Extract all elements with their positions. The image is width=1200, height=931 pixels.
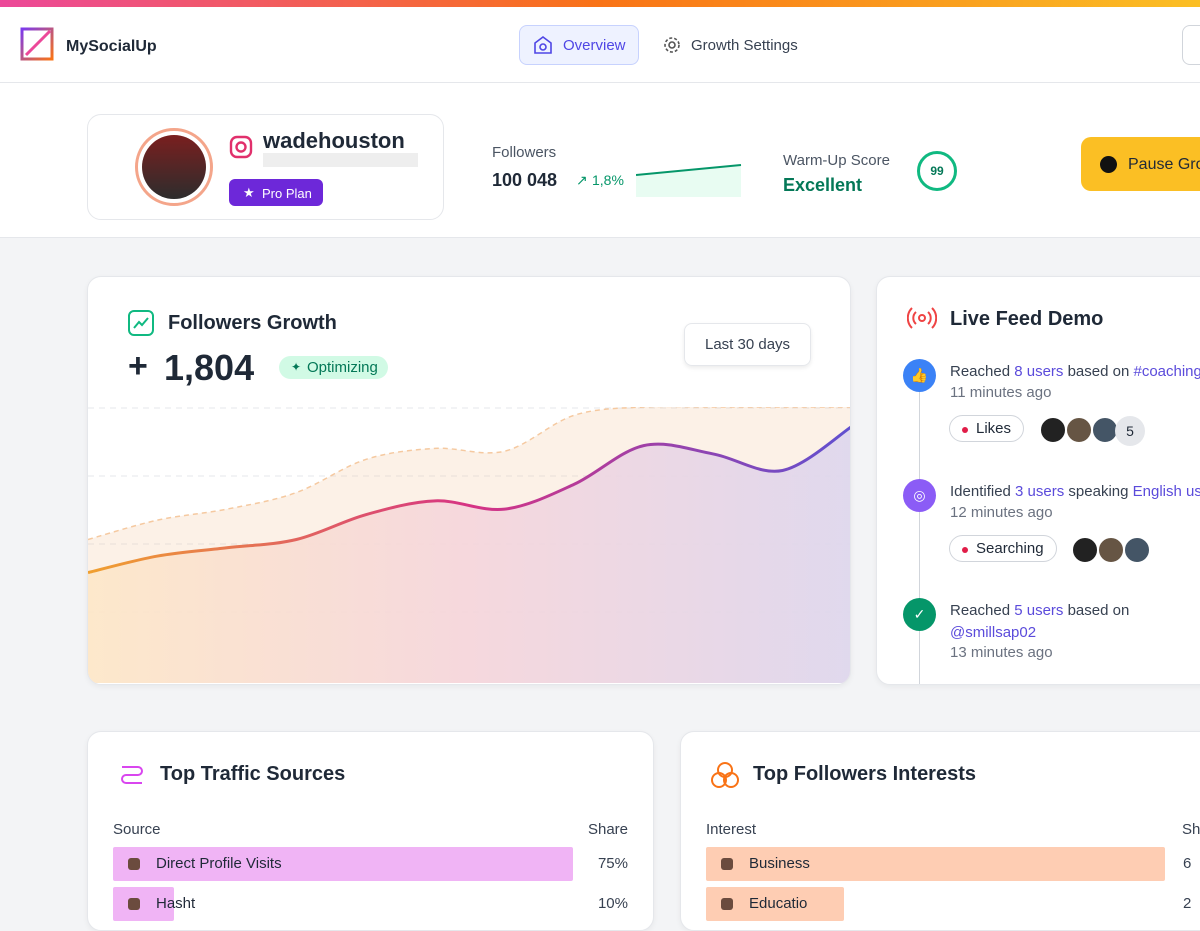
feed-text-part: English us bbox=[1132, 483, 1200, 500]
avatar bbox=[1091, 416, 1119, 444]
feed-text-part: @smillsap02 bbox=[950, 624, 1037, 641]
icon bbox=[907, 307, 937, 329]
growth-chart bbox=[88, 407, 850, 683]
icon bbox=[534, 36, 552, 54]
area bbox=[88, 427, 850, 683]
feed-text-part: 8 users bbox=[1014, 363, 1064, 380]
column-header: Interest bbox=[706, 821, 757, 838]
feed-icon: ◎ bbox=[903, 479, 936, 512]
status: Excellent bbox=[783, 175, 863, 195]
avatar bbox=[1065, 416, 1093, 444]
icon bbox=[664, 37, 680, 53]
row-share: 6 bbox=[1183, 855, 1192, 872]
brand[interactable]: MySocialUp bbox=[66, 38, 157, 55]
top-bar bbox=[0, 0, 1200, 7]
icon bbox=[1100, 156, 1117, 173]
nav-item[interactable]: Growth Settings bbox=[691, 37, 798, 54]
avatar bbox=[1039, 416, 1067, 444]
row-share: 2 bbox=[1183, 895, 1192, 912]
feed-text-part: 5 users bbox=[1014, 602, 1064, 619]
feed-time: 11 minutes ago bbox=[950, 384, 1052, 401]
button[interactable] bbox=[1182, 25, 1200, 65]
plan-badge bbox=[229, 179, 323, 206]
label: Followers bbox=[492, 144, 557, 161]
card-title: Live Feed Demo bbox=[950, 308, 1104, 330]
icon bbox=[128, 310, 154, 336]
column-header: Source bbox=[113, 821, 161, 838]
feed-icon: ✓ bbox=[903, 598, 936, 631]
growth-card: Followers Growth + 1,804 Optimizing ✦ La… bbox=[87, 276, 851, 685]
feed-text-part: Reached bbox=[950, 363, 1015, 380]
pause-label[interactable]: Pause Gro bbox=[1128, 156, 1200, 173]
feed-time: 12 minutes ago bbox=[950, 504, 1053, 521]
feed-text-part: Reached bbox=[950, 602, 1015, 619]
profile-strip: wadehouston ★ Pro Plan Followers 100 048… bbox=[0, 83, 1200, 238]
feed-text: Reached 5 users based on @smillsap02 bbox=[950, 600, 1200, 644]
feed-time: 13 minutes ago bbox=[950, 644, 1053, 661]
row-share: 75% bbox=[597, 855, 628, 872]
timeline bbox=[919, 389, 920, 684]
sparkline bbox=[636, 164, 742, 197]
row-label: Hasht bbox=[156, 895, 196, 912]
nav-item[interactable]: Overview bbox=[563, 37, 626, 54]
sign: + bbox=[128, 347, 148, 385]
status-badge: Optimizing bbox=[279, 356, 388, 379]
row-label: Direct Profile Visits bbox=[156, 855, 282, 872]
score: 99 bbox=[917, 151, 957, 191]
card-title: Top Traffic Sources bbox=[160, 763, 346, 785]
traffic-card: Top Traffic Sources Source Share Direct … bbox=[87, 731, 654, 931]
icon bbox=[121, 766, 143, 784]
row-label: Educatio bbox=[749, 895, 808, 912]
feed-text-part: Identified bbox=[950, 483, 1016, 500]
period-button[interactable]: Last 30 days bbox=[684, 323, 812, 366]
share-bar bbox=[706, 847, 1165, 881]
feed-text: Identified 3 users speaking English us bbox=[950, 481, 1200, 503]
row-share: 10% bbox=[597, 895, 628, 912]
icon bbox=[711, 762, 739, 788]
line bbox=[88, 425, 850, 575]
share-bar bbox=[113, 847, 573, 881]
card-title: Top Followers Interests bbox=[753, 763, 976, 785]
label: Warm-Up Score bbox=[783, 152, 890, 169]
avatar bbox=[1071, 536, 1099, 564]
feed-text-part: #coaching bbox=[1133, 363, 1200, 380]
instagram-icon bbox=[229, 135, 253, 159]
interests-card: Top Followers Interests Interest Sh Busi… bbox=[680, 731, 1200, 931]
avatar bbox=[135, 128, 213, 206]
column-header: Share bbox=[587, 821, 628, 838]
tag-pill: Likes bbox=[949, 415, 1025, 442]
more-count: 5 bbox=[1115, 416, 1145, 446]
feed-text-part: based on bbox=[1063, 363, 1134, 380]
feed-card: Live Feed Demo 👍 Reached 8 users based on… bbox=[876, 276, 1200, 685]
feed-text-part: speaking bbox=[1064, 483, 1133, 500]
row-icon bbox=[128, 858, 140, 870]
feed-text: Reached 8 users based on #coaching bbox=[950, 361, 1200, 383]
line bbox=[88, 407, 850, 541]
change: 1,8% bbox=[592, 172, 624, 188]
header: MySocialUp Overview Growth Settings bbox=[0, 7, 1200, 83]
column-header: Sh bbox=[1182, 821, 1200, 838]
row-icon bbox=[128, 898, 140, 910]
row-icon bbox=[721, 898, 733, 910]
card-title: Followers Growth bbox=[168, 312, 337, 334]
feed-text-part: 3 users bbox=[1015, 483, 1065, 500]
row-label: Business bbox=[749, 855, 810, 872]
plan: Pro Plan bbox=[262, 186, 312, 201]
followers: 100 048 bbox=[492, 170, 558, 190]
feed-text-part: based on bbox=[1063, 602, 1130, 619]
avatar bbox=[1097, 536, 1125, 564]
total: 1,804 bbox=[164, 347, 255, 388]
feed-icon: 👍 bbox=[903, 359, 936, 392]
row-icon bbox=[721, 858, 733, 870]
tag-pill: Searching bbox=[949, 535, 1057, 562]
nav-active[interactable] bbox=[519, 25, 639, 65]
logo bbox=[20, 27, 54, 61]
profile-card bbox=[87, 114, 444, 220]
scrollbar bbox=[263, 153, 418, 167]
username: wadehouston bbox=[263, 128, 405, 153]
avatar bbox=[1123, 536, 1151, 564]
